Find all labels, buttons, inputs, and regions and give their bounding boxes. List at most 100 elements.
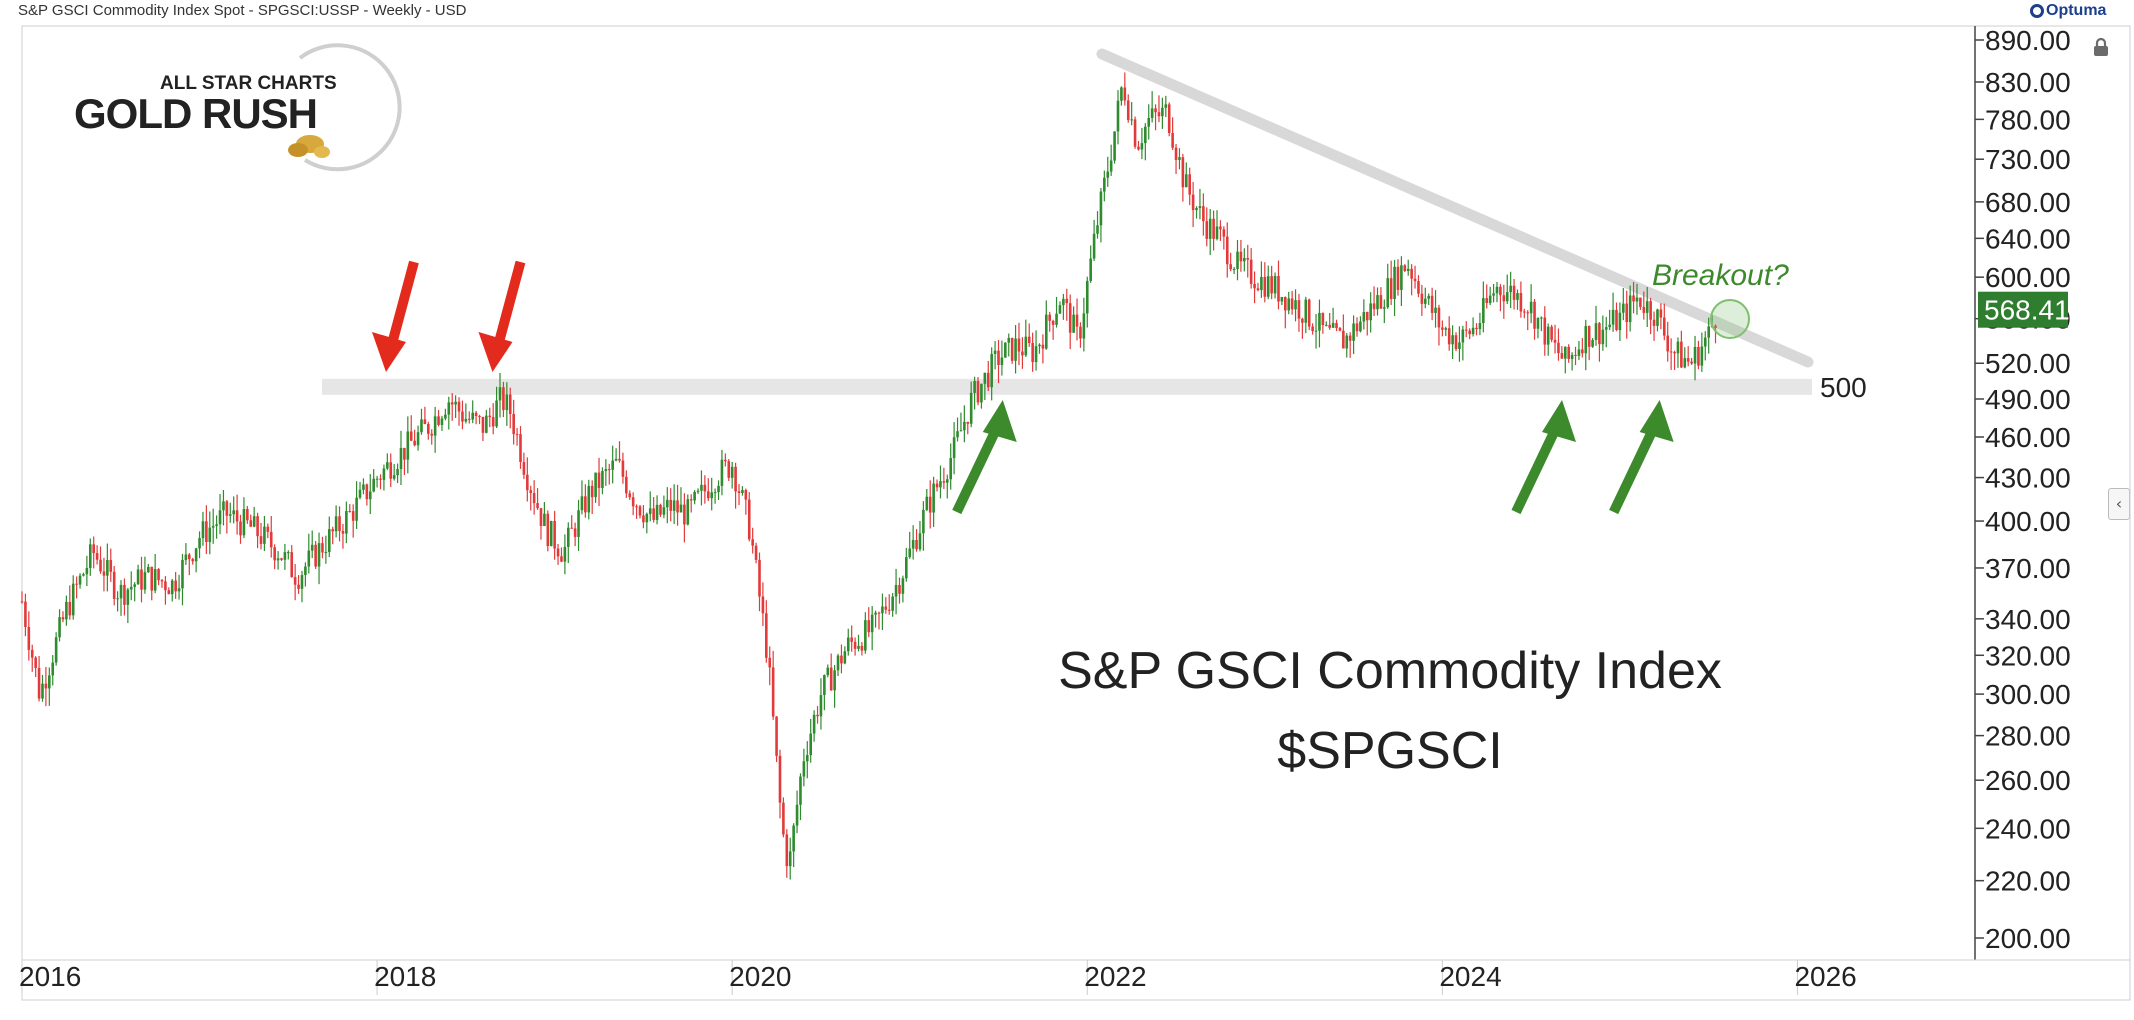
candle-body [1133, 119, 1137, 147]
candle-body [1085, 280, 1089, 314]
last-price-label: 568.41 [1984, 295, 2070, 326]
candle-body [474, 412, 478, 417]
candle-body [587, 485, 591, 513]
candle-body [795, 804, 799, 826]
candle-body [737, 491, 741, 494]
candle-body [679, 504, 683, 513]
candle-body [942, 481, 946, 483]
candle-body [167, 590, 171, 595]
candle-body [1113, 131, 1116, 161]
candle-body [450, 402, 454, 405]
candle-body [1393, 266, 1396, 299]
candle-body [915, 540, 918, 550]
candle-body [457, 401, 461, 412]
red-arrow [478, 260, 526, 372]
candle-body [597, 472, 601, 488]
candle-body [809, 733, 813, 756]
candle-body [508, 394, 512, 414]
candle-body [505, 394, 509, 411]
candle-body [304, 566, 307, 576]
candle-body [986, 372, 990, 388]
candle-body [1427, 295, 1431, 299]
y-tick-label: 460.00 [1985, 422, 2071, 453]
candle-body [345, 511, 348, 534]
candle-body [85, 567, 89, 575]
candle-body [881, 606, 884, 614]
candle-body [1471, 327, 1475, 335]
candle-body [1031, 343, 1034, 363]
support-band [322, 378, 1812, 395]
y-tick-label: 890.00 [1985, 25, 2071, 56]
candle-body [88, 544, 92, 568]
x-tick-label: 2026 [1794, 961, 1856, 992]
candle-body [1144, 126, 1147, 144]
candle-body [1604, 327, 1608, 330]
y-tick-label: 600.00 [1985, 262, 2071, 293]
candle-body [1464, 329, 1468, 331]
candle-body [355, 497, 358, 521]
candle-body [638, 506, 642, 516]
candle-body [471, 412, 474, 420]
candle-body [765, 613, 768, 658]
candle-body [512, 413, 515, 435]
candle-body [669, 499, 673, 511]
candle-body [266, 526, 270, 532]
candle-body [519, 434, 522, 462]
candle-body [556, 548, 560, 557]
candle-body [215, 524, 218, 526]
candle-body [1372, 303, 1376, 310]
candle-body [846, 637, 850, 652]
candle-body [123, 584, 126, 605]
candle-body [1099, 191, 1103, 226]
candle-body [959, 430, 963, 432]
breakout-circle [1710, 299, 1750, 339]
candle-body [1342, 330, 1345, 349]
candle-body [409, 431, 413, 441]
candle-body [136, 569, 140, 585]
candle-body [922, 509, 925, 534]
candle-body [816, 714, 819, 717]
candle-body [529, 490, 533, 494]
candle-body [1188, 174, 1192, 195]
lock-icon[interactable] [2090, 36, 2112, 58]
candle-body [239, 521, 242, 536]
candle-body [1379, 295, 1383, 309]
candle-body [1184, 174, 1188, 188]
x-tick-label: 2022 [1084, 961, 1146, 992]
candle-body [362, 484, 365, 490]
candle-body [61, 617, 65, 620]
candle-body [546, 513, 550, 546]
candle-body [1434, 307, 1437, 313]
candle-body [1383, 307, 1386, 309]
candle-body [993, 350, 997, 354]
candle-body [928, 496, 932, 513]
candle-body [1574, 354, 1577, 356]
logo-line1: ALL STAR CHARTS [160, 73, 337, 94]
candle-body [133, 584, 136, 587]
candle-body [799, 776, 802, 805]
candle-body [1598, 323, 1601, 345]
candle-body [1318, 312, 1321, 331]
candle-body [461, 411, 464, 422]
candle-body [126, 589, 130, 605]
candle-body [430, 433, 434, 436]
candle-body [1051, 320, 1055, 325]
candle-body [368, 491, 372, 500]
candle-body [82, 574, 85, 576]
candle-body [1140, 143, 1144, 150]
candle-body [365, 484, 369, 500]
candle-body [1632, 295, 1635, 302]
candle-body [252, 516, 256, 527]
candle-body [1181, 157, 1185, 188]
candle-body [1680, 341, 1683, 368]
candle-body [659, 504, 662, 515]
candle-body [1693, 346, 1697, 364]
candle-body [1386, 278, 1390, 308]
candle-body [1523, 311, 1526, 313]
candle-body [1714, 325, 1717, 328]
candle-body [58, 617, 61, 638]
candle-body [1208, 218, 1212, 239]
candle-body [1697, 346, 1700, 366]
candle-body [1662, 317, 1666, 336]
